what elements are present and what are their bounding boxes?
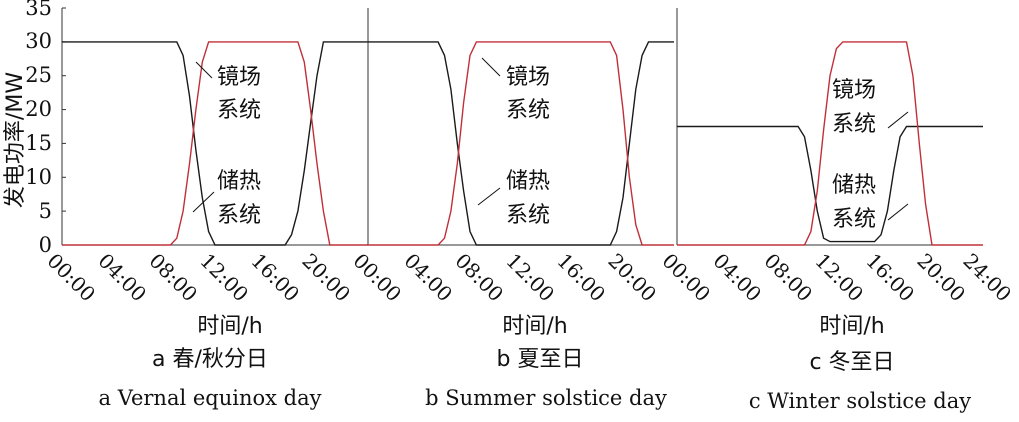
panel-c: 镜场 系统 储热 系统 00:00 04:00 08:00 12:00 16:0… <box>657 8 1016 413</box>
x-tick-label: 08:00 <box>144 249 202 307</box>
panel-a-storage-label-line2: 系统 <box>217 203 261 228</box>
y-tick-labels: 0 5 10 15 20 25 30 35 <box>25 0 52 257</box>
panel-c-storage-series-line <box>677 125 983 243</box>
panel-a-heliostat-leader-line <box>195 61 213 79</box>
panel-a-heliostat-series-line <box>62 41 368 246</box>
panel-b-heliostat-series-line <box>368 41 674 246</box>
panel-b: 镜场 系统 储热 系统 00:00 04:00 08:00 12:00 16:0… <box>348 8 674 410</box>
panel-a-storage-series-line <box>62 41 368 246</box>
y-tick-label: 15 <box>25 131 52 155</box>
y-tick-label: 25 <box>25 63 52 87</box>
panel-c-x-tick-labels: 00:00 04:00 08:00 12:00 16:00 20:00 24:0… <box>657 249 1016 307</box>
x-tick-label: 00:00 <box>42 249 100 307</box>
y-tick-label: 20 <box>25 97 52 121</box>
x-tick-label: 16:00 <box>246 249 304 307</box>
panel-c-heliostat-series-line <box>677 41 983 246</box>
x-tick-label: 20:00 <box>297 249 355 307</box>
x-tick-label: 00:00 <box>348 249 406 307</box>
x-tick-label: 24:00 <box>958 249 1016 307</box>
panel-c-heliostat-label-line2: 系统 <box>832 112 876 137</box>
panel-a-caption-en: a Vernal equinox day <box>99 386 322 410</box>
x-tick-label: 12:00 <box>195 249 253 307</box>
panel-b-heliostat-leader-line <box>481 57 501 77</box>
x-tick-label: 04:00 <box>708 249 766 307</box>
panel-b-storage-series-line <box>368 41 674 246</box>
panel-b-storage-leader-line <box>477 187 501 206</box>
panel-c-storage-label-line1: 储热 <box>832 173 876 198</box>
panel-a-storage-leader-line <box>192 191 215 213</box>
panel-c-heliostat-leader-line <box>887 111 909 129</box>
y-tick-label: 5 <box>39 199 52 223</box>
panel-a-caption-zh: a 春/秋分日 <box>152 347 268 372</box>
x-tick-label: 08:00 <box>450 249 508 307</box>
x-tick-label: 12:00 <box>810 249 868 307</box>
y-tick-label: 10 <box>25 165 52 189</box>
panel-a: 镜场 系统 储热 系统 00:00 04:00 08:00 12:00 16:0… <box>42 7 368 410</box>
panel-c-storage-label-line2: 系统 <box>832 207 876 232</box>
x-tick-label: 08:00 <box>759 249 817 307</box>
panel-b-caption-zh: b 夏至日 <box>497 347 584 372</box>
panel-c-heliostat-label-line1: 镜场 <box>832 78 876 103</box>
panel-b-caption-en: b Summer solstice day <box>425 386 667 410</box>
panel-a-x-axis-label: 时间/h <box>197 314 262 339</box>
y-tick-label: 35 <box>25 0 52 20</box>
panel-a-heliostat-label-line2: 系统 <box>217 98 261 123</box>
x-tick-label: 16:00 <box>552 249 610 307</box>
y-tick-label: 30 <box>25 29 52 53</box>
panel-b-x-axis-label: 时间/h <box>502 314 567 339</box>
x-tick-label: 20:00 <box>912 249 970 307</box>
x-tick-label: 20:00 <box>603 249 661 307</box>
panel-c-caption-zh: c 冬至日 <box>809 350 894 375</box>
panel-a-y-ticks <box>62 7 66 246</box>
panel-b-storage-label-line2: 系统 <box>506 203 550 228</box>
panel-c-x-axis-label: 时间/h <box>819 314 884 339</box>
x-tick-label: 00:00 <box>657 249 715 307</box>
panel-b-storage-label-line1: 储热 <box>506 169 550 194</box>
y-tick-label: 0 <box>39 233 52 257</box>
panel-b-x-tick-labels: 00:00 04:00 08:00 12:00 16:00 20:00 <box>348 249 661 307</box>
x-tick-label: 04:00 <box>399 249 457 307</box>
panel-a-storage-label-line1: 储热 <box>217 169 261 194</box>
x-tick-label: 16:00 <box>861 249 919 307</box>
panel-b-heliostat-label-line1: 镜场 <box>506 65 550 90</box>
panel-a-heliostat-label-line1: 镜场 <box>217 65 261 90</box>
x-tick-label: 12:00 <box>501 249 559 307</box>
panel-a-x-tick-labels: 00:00 04:00 08:00 12:00 16:00 20:00 <box>42 249 355 307</box>
y-axis-label: 发电功率/MW <box>3 72 28 208</box>
panel-c-caption-en: c Winter solstice day <box>749 389 971 413</box>
x-tick-label: 04:00 <box>93 249 151 307</box>
panel-b-heliostat-label-line2: 系统 <box>506 98 550 123</box>
panel-c-storage-leader-line <box>887 203 909 221</box>
